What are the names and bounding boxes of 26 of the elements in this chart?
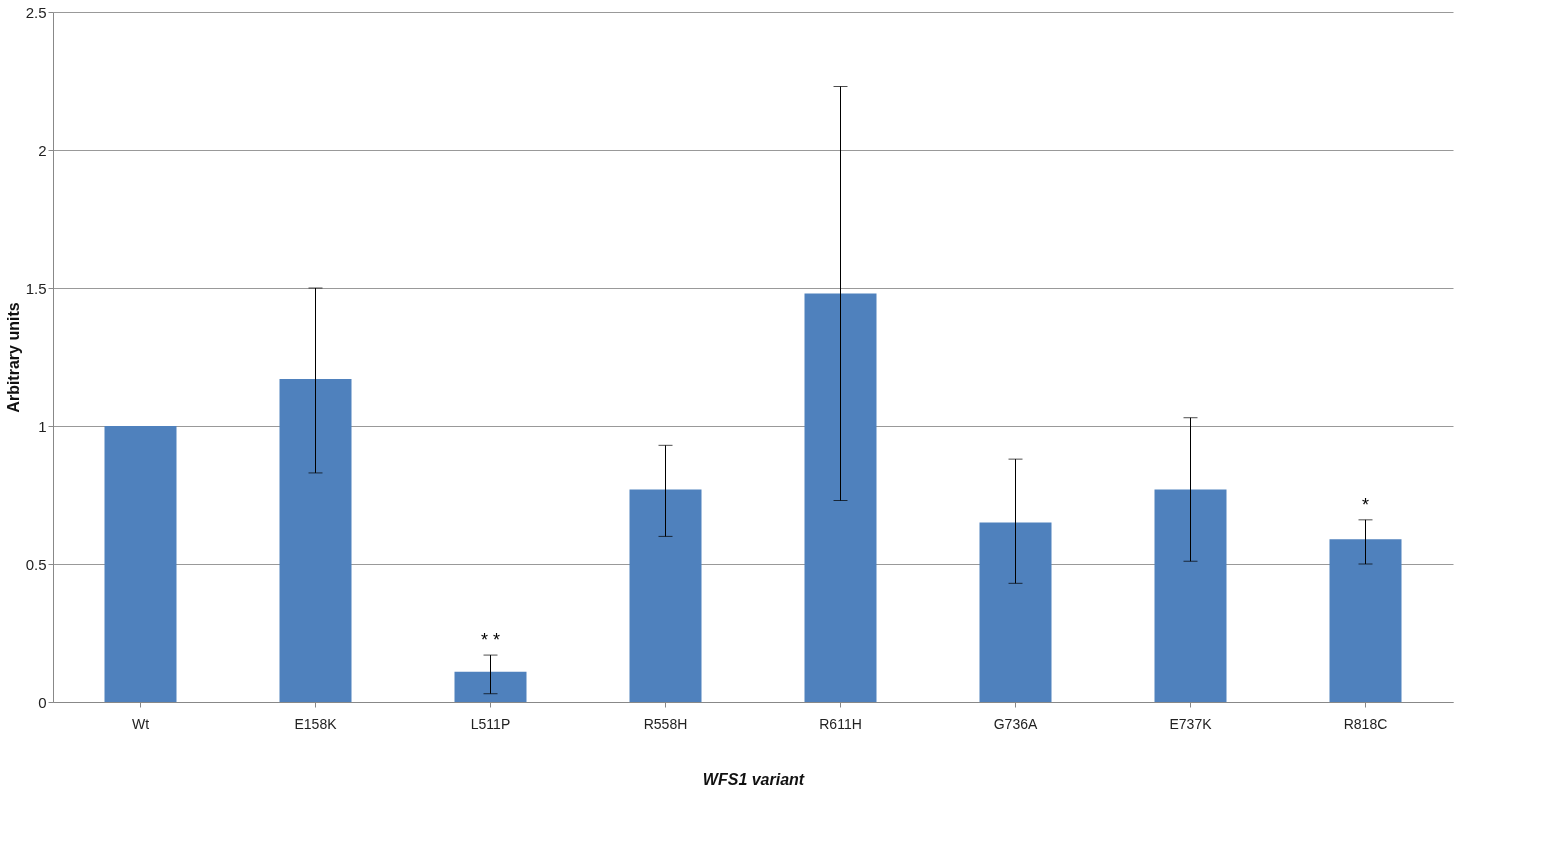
- x-tick-label: L511P: [470, 715, 511, 732]
- bar: [104, 426, 177, 702]
- y-tick-label: 1.5: [25, 279, 47, 297]
- y-axis-title: Arbitrary units: [4, 302, 22, 413]
- bar: [454, 671, 527, 702]
- x-tick-label: R818C: [1343, 715, 1388, 732]
- x-tick-label: Wt: [131, 715, 150, 732]
- bar: [279, 379, 352, 702]
- x-tick-label: E737K: [1169, 715, 1213, 732]
- y-tick-label: 0: [38, 693, 47, 711]
- x-tick-label: G736A: [993, 715, 1038, 732]
- bar: [629, 489, 702, 702]
- x-tick-label: R611H: [819, 715, 862, 732]
- bar: [804, 293, 877, 702]
- y-tick-label: 1: [38, 417, 47, 435]
- x-tick-label: R558H: [643, 715, 688, 732]
- y-tick-label: 0.5: [25, 555, 47, 573]
- x-tick-label: E158K: [294, 715, 338, 732]
- annotation: *: [1361, 494, 1370, 515]
- y-tick-label: 2: [38, 141, 47, 159]
- x-axis-title: WFS1 variant: [702, 770, 805, 788]
- bar: [1329, 539, 1402, 702]
- bar: [1154, 489, 1227, 702]
- y-tick-label: 2.5: [25, 3, 47, 21]
- annotation: * *: [480, 630, 501, 651]
- bar: [979, 522, 1052, 702]
